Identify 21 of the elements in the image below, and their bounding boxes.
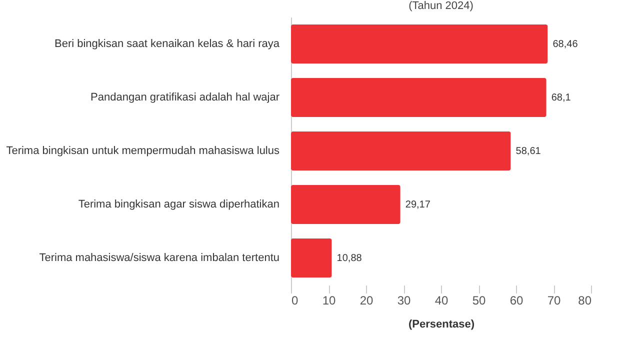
y-tick-label: Pandangan gratifikasi adalah hal wajar bbox=[90, 92, 280, 104]
x-tick-label: 0 bbox=[292, 294, 298, 308]
x-tick-label: 40 bbox=[434, 294, 448, 308]
data-label: 29,17 bbox=[405, 199, 431, 210]
data-label: 58,61 bbox=[516, 146, 542, 157]
x-tick-label: 60 bbox=[510, 294, 524, 308]
data-label: 68,46 bbox=[552, 39, 578, 50]
x-tick-label: 50 bbox=[472, 294, 486, 308]
y-tick-label: Terima mahasiswa/siswa karena imbalan tertentu bbox=[39, 252, 280, 264]
x-tick-label: 30 bbox=[397, 294, 411, 308]
x-axis-title: (Persentase) bbox=[408, 318, 475, 330]
x-tick-label: 70 bbox=[547, 294, 561, 308]
x-tick-label: 80 bbox=[578, 294, 592, 308]
x-tick-label: 20 bbox=[360, 294, 374, 308]
chart-subtitle: (Tahun 2024) bbox=[408, 0, 474, 12]
data-label: 10,88 bbox=[336, 252, 362, 264]
x-tick-label: 10 bbox=[322, 294, 336, 308]
data-label: 68,1 bbox=[551, 92, 572, 104]
y-tick-label: Beri bingkisan saat kenaikan kelas & hari raya bbox=[54, 38, 280, 50]
y-tick-label: Terima bingkisan untuk mempermudah mahasiswa lulus bbox=[6, 145, 280, 157]
y-tick-label: Terima bingkisan agar siswa diperhatikan bbox=[78, 198, 280, 210]
